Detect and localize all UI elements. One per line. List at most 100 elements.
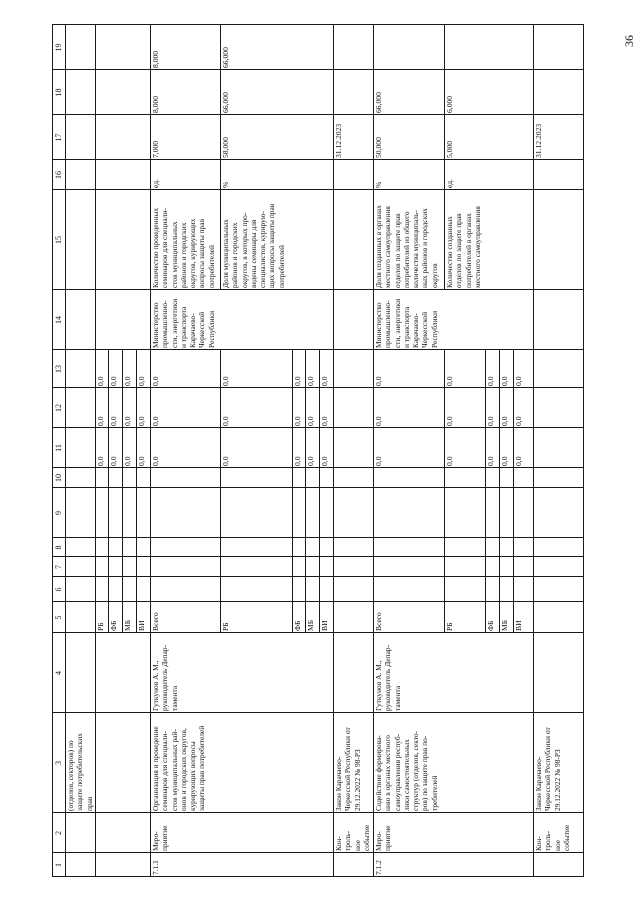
funding-value: 0,0 [514, 416, 523, 427]
funding-value: 0,0 [486, 416, 495, 427]
funding-value: 0,0 [500, 376, 509, 387]
funding-source-label: ФБ [486, 620, 495, 631]
table-grid-line [52, 556, 584, 557]
column-number-4: 4 [54, 671, 63, 675]
column-number-10: 10 [54, 474, 63, 482]
column-number-16: 16 [54, 171, 63, 179]
column-number-7: 7 [54, 565, 63, 569]
column-number-14: 14 [54, 316, 63, 324]
funding-value: 0,0 [109, 416, 118, 427]
funding-source-label: Всего [151, 612, 160, 631]
column-number-1: 1 [54, 863, 63, 867]
funding-value: 0,0 [514, 456, 523, 467]
indicator-value-18: 6,000 [445, 95, 454, 113]
indicator-value-18: 8,000 [151, 95, 160, 113]
funding-source-label: МБ [306, 619, 315, 631]
activity-type: Меро- приятие [374, 825, 393, 851]
activity-name: Содействие формирова- нию в органах мест… [374, 731, 439, 811]
indicator-value-19 [444, 25, 533, 70]
funding-value: 0,0 [486, 456, 495, 467]
funding-source-label: РБ [221, 622, 230, 631]
column-number-5: 5 [54, 615, 63, 620]
funding-value: 0,0 [306, 416, 315, 427]
funding-value: 0,0 [109, 456, 118, 467]
funding-source-label: ВИ [137, 620, 146, 631]
funding-value: 0,0 [445, 376, 454, 387]
control-event-date: 31.12.2023 [534, 123, 543, 158]
indicator-unit: % [374, 181, 383, 188]
column-number-8: 8 [54, 545, 63, 550]
activity-responsible: Гуткунов А. М., руководитель Депар- таме… [374, 644, 402, 711]
funding-value: 0,0 [514, 376, 523, 387]
indicator-name: Количество проведенных семинаров для спе… [151, 207, 216, 288]
funding-value: 0,0 [96, 456, 105, 467]
funding-value: 0,0 [137, 456, 146, 467]
funding-value: 0,0 [320, 456, 329, 467]
funding-source-label: МБ [500, 619, 509, 631]
indicator-value-18: 66,000 [374, 92, 383, 113]
indicator-value-17: 58,000 [221, 137, 230, 158]
column-number-12: 12 [54, 404, 63, 412]
table-grid-line [52, 537, 584, 538]
indicator-value-19: 8,000 [151, 50, 160, 68]
column-number-9: 9 [54, 511, 63, 515]
activity-executor: Министерство промышленно- сти, энергетик… [151, 298, 216, 348]
funding-value: 0,0 [320, 376, 329, 387]
funding-value: 0,0 [221, 456, 230, 467]
control-event-date: 31.12.2023 [334, 123, 343, 158]
funding-value: 0,0 [293, 456, 302, 467]
column-number-13: 13 [54, 365, 63, 373]
column-number-2: 2 [54, 831, 63, 835]
funding-value: 0,0 [96, 416, 105, 427]
funding-value: 0,0 [137, 376, 146, 387]
activity-number: 7.1.2 [374, 860, 383, 875]
indicator-unit: ед. [445, 178, 454, 188]
column-number-11: 11 [54, 444, 63, 452]
activity-number: 7.1.1 [151, 860, 160, 875]
funding-value: 0,0 [445, 416, 454, 427]
funding-value: 0,0 [306, 456, 315, 467]
funding-source-label: РБ [96, 622, 105, 631]
indicator-value-17: 7,000 [151, 140, 160, 158]
funding-value: 0,0 [445, 456, 454, 467]
funding-value: 0,0 [123, 456, 132, 467]
indicator-unit: % [221, 181, 230, 188]
funding-value: 0,0 [96, 376, 105, 387]
funding-value: 0,0 [486, 376, 495, 387]
funding-value: 0,0 [137, 416, 146, 427]
funding-source-label: ФБ [293, 620, 302, 631]
funding-value: 0,0 [123, 376, 132, 387]
control-event-name: Закон Карачаево- Черкесской Республики о… [334, 727, 362, 811]
indicator-value-19: 66,000 [221, 47, 230, 68]
funding-value: 0,0 [151, 416, 160, 427]
column-number-15: 15 [54, 236, 63, 244]
funding-value: 0,0 [221, 376, 230, 387]
activity-name: Организация и проведение семинаров для с… [151, 725, 207, 811]
indicator-value-18: 66,000 [221, 92, 230, 113]
indicator-name: Количество созданных отделов по защите п… [445, 206, 482, 288]
funding-value: 0,0 [293, 416, 302, 427]
funding-value: 0,0 [374, 376, 383, 387]
funding-value: 0,0 [109, 376, 118, 387]
funding-source-label: ФБ [109, 620, 118, 631]
table-grid-line [52, 487, 584, 488]
control-event-type: Кон- троль- ное событие [334, 824, 371, 851]
control-event-type: Кон- троль- ное событие [534, 824, 571, 851]
indicator-value-17: 5,000 [445, 140, 454, 158]
funding-value: 0,0 [500, 416, 509, 427]
activity-type: Меро- приятие [151, 825, 170, 851]
funding-value: 0,0 [293, 376, 302, 387]
funding-source-label: Всего [374, 612, 383, 631]
activity-responsible: Гуткунов А. М., руководитель Депар- таме… [151, 644, 179, 711]
column-number-18: 18 [54, 88, 63, 97]
funding-value: 0,0 [221, 416, 230, 427]
control-event-name: Закон Карачаево- Черкесской Республики о… [534, 727, 562, 811]
funding-value: 0,0 [374, 456, 383, 467]
funding-value: 0,0 [151, 376, 160, 387]
funding-source-label: ВИ [320, 620, 329, 631]
funding-value: 0,0 [306, 376, 315, 387]
activity-executor: Министерство промышленно- сти, энергетик… [374, 298, 439, 348]
funding-value: 0,0 [151, 456, 160, 467]
indicator-name: Доля муниципальных районов и городских о… [221, 203, 286, 288]
